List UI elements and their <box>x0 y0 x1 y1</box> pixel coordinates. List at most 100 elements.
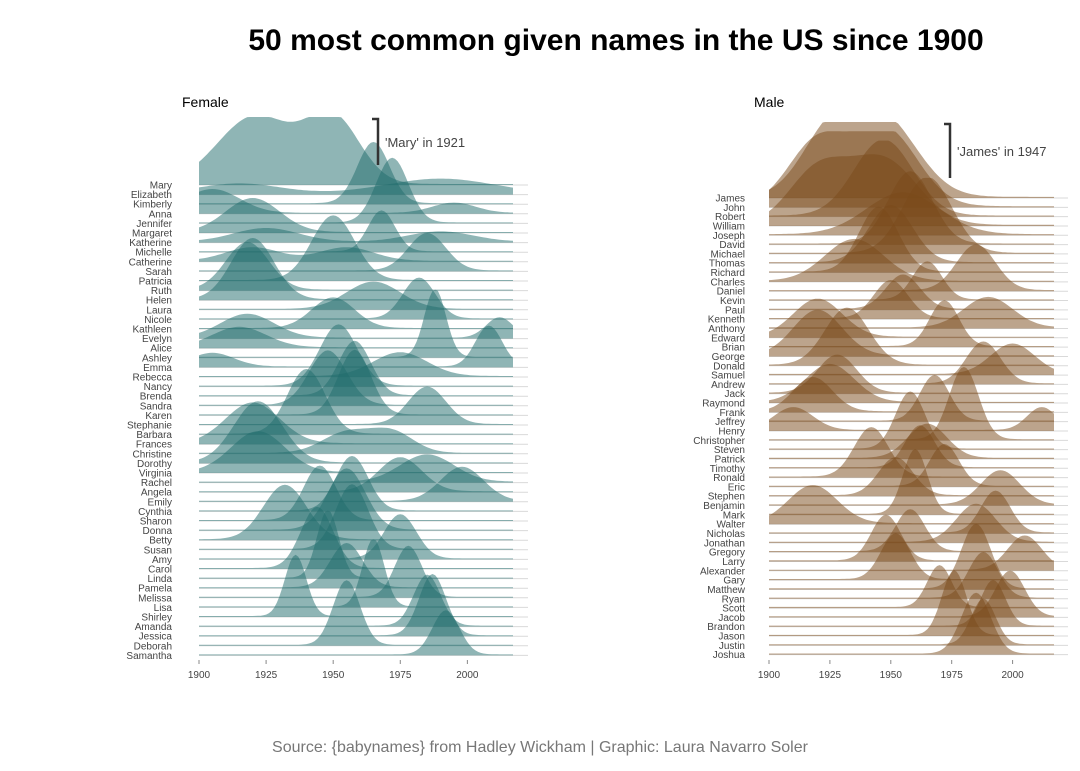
name-label: Virginia <box>139 469 173 480</box>
ridge-area <box>769 280 1054 320</box>
name-label: Thomas <box>709 259 745 270</box>
name-label: Betty <box>149 536 172 547</box>
name-label-group: JamesJohnRobertWilliamJosephDavidMichael… <box>693 194 746 662</box>
chart-title: 50 most common given names in the US sin… <box>248 24 984 57</box>
ridge-area <box>199 297 513 329</box>
ridge-area <box>769 274 1054 310</box>
name-label: Henry <box>718 427 745 438</box>
name-label: Amy <box>152 555 172 566</box>
name-label: Sharon <box>140 517 172 528</box>
ridge-area <box>769 425 1054 469</box>
x-tick-label: 1975 <box>389 670 412 681</box>
name-label: Ruth <box>151 286 172 297</box>
ridge-area <box>769 363 1054 404</box>
ridge-group <box>769 122 1054 655</box>
name-label-group: MaryElizabethKimberlyAnnaJenniferMargare… <box>126 181 172 662</box>
name-label: Scott <box>722 604 745 615</box>
name-label: Raymond <box>702 399 745 410</box>
name-label: Christopher <box>693 436 745 447</box>
ridge-area <box>199 117 513 185</box>
name-label: Emma <box>143 363 172 374</box>
ridge-area <box>199 198 513 233</box>
name-label: Alexander <box>700 566 746 577</box>
ridge-area <box>199 457 513 493</box>
name-label: Sandra <box>140 401 173 412</box>
ridge-area <box>199 427 513 454</box>
name-label: Andrew <box>711 380 746 391</box>
name-label: Pamela <box>138 584 172 595</box>
x-tick-label: 1900 <box>758 670 781 681</box>
ridge-area <box>199 142 513 205</box>
name-label: Michelle <box>135 248 172 259</box>
name-label: Robert <box>715 212 745 223</box>
name-label: James <box>716 194 745 205</box>
name-label: Rachel <box>141 478 172 489</box>
x-tick-label: 2000 <box>456 670 479 681</box>
x-axis: 1900 1925 1950 1975 2000 <box>188 660 479 681</box>
name-label: Barbara <box>136 430 172 441</box>
ridge-area <box>769 535 1054 571</box>
name-label: Kathleen <box>133 325 172 336</box>
name-label: Steven <box>714 445 745 456</box>
name-label: Samuel <box>711 371 745 382</box>
x-axis: 1900 1925 1950 1975 2000 <box>758 660 1024 681</box>
ridge-area <box>199 484 513 541</box>
ridge-area <box>199 580 513 646</box>
name-label: Laura <box>146 305 172 316</box>
ridge-area <box>199 349 513 416</box>
name-label: Timothy <box>710 464 745 475</box>
name-label: Paul <box>725 305 745 316</box>
name-label: Ashley <box>142 353 172 364</box>
x-tick-label: 1950 <box>880 670 903 681</box>
name-label: Shirley <box>141 613 172 624</box>
ridge-area <box>199 233 513 272</box>
name-label: Emily <box>148 497 172 508</box>
name-label: Nancy <box>144 382 172 393</box>
ridge-area <box>769 244 1054 292</box>
ridge-area <box>769 514 1054 562</box>
name-label: Karen <box>145 411 172 422</box>
panel-female: FemaleMaryElizabethKimberlyAnnaJenniferM… <box>126 94 528 681</box>
name-label: Sarah <box>145 267 172 278</box>
name-label: Christine <box>133 449 173 460</box>
name-label: Mary <box>150 181 172 192</box>
ridge-area <box>769 341 1054 385</box>
ridge-area <box>769 205 1054 264</box>
name-label: Amanda <box>135 622 173 633</box>
ridge-area <box>769 552 1054 599</box>
ridge-area <box>769 377 1054 413</box>
name-label: Ryan <box>722 594 745 605</box>
name-label: Benjamin <box>703 501 745 512</box>
name-label: Angela <box>141 488 173 499</box>
panel-male: Male JamesJohnRobertWilliamJosephDavidMic… <box>693 94 1068 681</box>
ridge-area <box>769 509 1054 553</box>
ridge-area <box>769 407 1054 431</box>
ridge-area <box>199 326 513 349</box>
name-label: Joshua <box>713 650 746 661</box>
name-label: Jeffrey <box>715 417 745 428</box>
ridge-area <box>199 454 513 483</box>
name-label: William <box>713 221 745 232</box>
name-label: Jennifer <box>136 219 172 230</box>
name-label: Walter <box>716 520 745 531</box>
name-label: Matthew <box>707 585 746 596</box>
ridge-area <box>769 307 1054 366</box>
name-label: John <box>723 203 745 214</box>
name-label: Jonathan <box>704 538 745 549</box>
name-label: Helen <box>146 296 172 307</box>
name-label: Elizabeth <box>131 190 172 201</box>
ridge-area <box>199 215 513 281</box>
x-tick-label: 1975 <box>941 670 964 681</box>
name-label: Kimberly <box>133 200 172 211</box>
ridge-area <box>199 352 513 377</box>
ridge-area <box>199 539 513 608</box>
name-label: Jason <box>718 632 745 643</box>
name-label: Michael <box>711 249 745 260</box>
name-label: Donna <box>143 526 173 537</box>
name-label: Margaret <box>132 229 172 240</box>
name-label: Brandon <box>707 622 745 633</box>
ridge-area <box>199 554 513 617</box>
name-label: Samantha <box>126 651 172 662</box>
name-label: Daniel <box>717 287 745 298</box>
name-label: Stephen <box>708 492 745 503</box>
